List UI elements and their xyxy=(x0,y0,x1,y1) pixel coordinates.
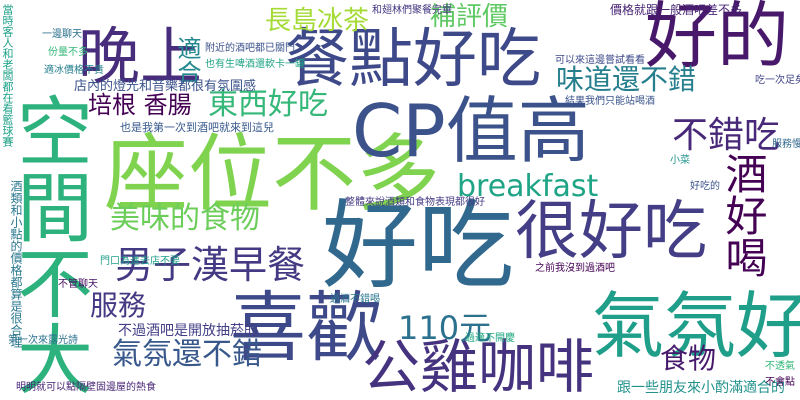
word-cloud-term: 氣氛好 xyxy=(592,284,800,368)
word-cloud-term: 公雞咖啡 xyxy=(362,333,595,400)
word-cloud-term: 男子漢早餐 xyxy=(115,243,306,287)
word-cloud-term: 東西好吃 xyxy=(208,87,328,122)
word-cloud-term: 好的 xyxy=(645,0,790,78)
word-cloud-term: 美味的食物 xyxy=(110,201,260,236)
word-cloud-term: 補評價 xyxy=(430,2,509,32)
word-cloud-term: 不透氣 xyxy=(765,361,795,372)
word-cloud-term: 跟一些朋友來小酌滿適合的 xyxy=(617,380,785,396)
word-cloud-term: 座位不多 xyxy=(104,125,441,223)
word-cloud-term: 也是我第一次到酒吧就來到這兒 xyxy=(120,121,274,134)
word-cloud-term: 酒類和小點的價格都算是很合理 xyxy=(9,180,23,348)
word-cloud-term: 不錯吃 xyxy=(672,115,781,156)
word-cloud-term: 喜歡 xyxy=(230,283,382,372)
word-cloud-term: CP值高 xyxy=(352,89,590,173)
word-cloud-term: 整體來說酒類和食物表現都很好 xyxy=(345,197,485,208)
word-cloud-term: 和翅林們聚餐完畢 xyxy=(372,5,452,16)
word-cloud-term: 培根 香腸 xyxy=(88,91,192,119)
word-cloud-term: 餐點好吃 xyxy=(285,23,541,97)
word-cloud-term: breakfast xyxy=(457,169,599,204)
word-cloud-term: 好吃的 xyxy=(690,181,720,192)
word-cloud-term: 不會點 xyxy=(765,377,795,388)
word-cloud-term: 附近的酒吧都已關門 xyxy=(205,43,295,54)
word-cloud-term: 份量不多 xyxy=(48,47,88,58)
word-cloud-term: 小菜 xyxy=(670,155,690,166)
word-cloud-term: 服務 xyxy=(90,289,147,322)
word-cloud-term: 食物 xyxy=(660,342,717,375)
word-cloud-term: 不過酒吧是開放抽菸的 xyxy=(118,323,258,339)
word-cloud-term: 價格就跟一般酒吧差不多 xyxy=(610,3,743,17)
word-cloud-term: 晚上 xyxy=(78,20,203,93)
word-cloud-term: 第一次來露光詩 xyxy=(8,335,78,346)
word-cloud-term: 過適不開慶 xyxy=(465,333,515,344)
word-cloud-term: 適合 xyxy=(173,36,201,84)
word-cloud-term: 長島冰茶 xyxy=(265,6,370,36)
word-cloud-term: 不管聊天 xyxy=(58,279,98,290)
word-cloud-term: 可以來這邊嘗試看看 xyxy=(555,55,645,66)
word-cloud-term: 過酒不錯喝 xyxy=(330,294,380,305)
word-cloud-term: 之前我沒到過酒吧 xyxy=(535,263,615,274)
word-cloud-term: 當時客人和老闆都在看籃球賽 xyxy=(1,4,14,147)
word-cloud-term: 店內的燈光和音樂都很有氛圍感 xyxy=(74,79,257,94)
word-cloud-term: 味道還不錯 xyxy=(556,63,697,96)
word-cloud-term: 110元 xyxy=(398,309,492,347)
word-cloud-term: 門口為進去店不要 xyxy=(100,256,180,267)
word-cloud-term: 空間不大 xyxy=(4,92,93,396)
word-cloud-term: 適冰價格不貴 xyxy=(44,65,104,76)
word-cloud-term: 酒好喝 xyxy=(719,152,768,278)
word-cloud-term: 服務慢 xyxy=(772,139,800,150)
word-cloud-term: 明明就可以點隔壁固邊屋的熱食 xyxy=(16,382,156,393)
word-cloud-term: 結果我們只能站喝酒 xyxy=(565,96,655,107)
word-cloud-term: 很好吃 xyxy=(515,195,707,269)
word-cloud-term: 氣氛還不錯 xyxy=(112,337,262,372)
word-cloud-term: 好吃 xyxy=(322,190,514,302)
word-cloud-term: 也有生啤酒還軟卡一罐 xyxy=(205,59,305,70)
word-cloud-term: 吃一次足矣 xyxy=(755,75,800,86)
word-cloud-term: 一邊聊天 xyxy=(42,29,82,40)
